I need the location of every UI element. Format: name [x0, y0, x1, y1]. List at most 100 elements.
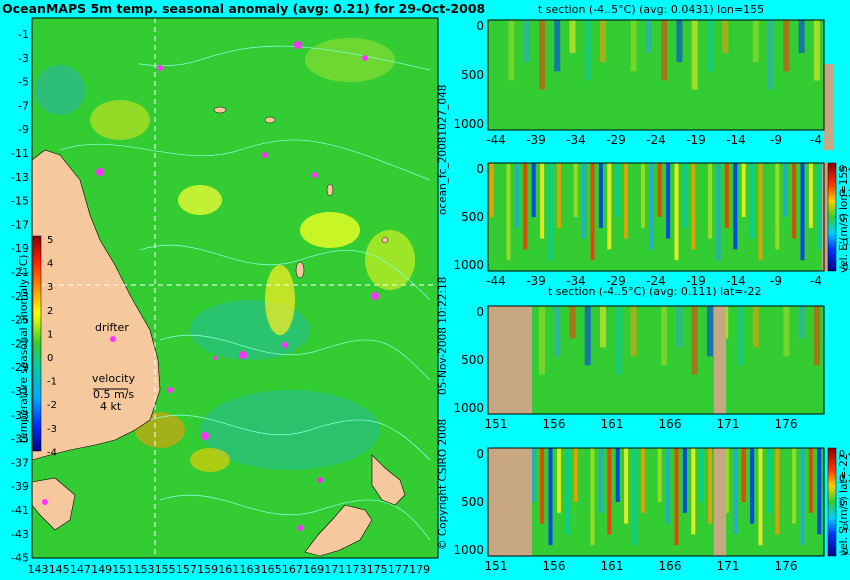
velocity-vectors	[42, 41, 379, 531]
x-tick-label: -9	[770, 133, 782, 147]
x-tick-label: -44	[486, 133, 506, 147]
lat-tick-label: -19	[11, 242, 29, 255]
land-mask	[488, 306, 532, 414]
x-tick-label: 151	[485, 417, 508, 431]
x-tick-label: 176	[775, 559, 798, 573]
x-tick-label: -24	[646, 133, 666, 147]
velocity-colorbar-tick: 0	[839, 498, 845, 509]
lat-tick-label: -11	[11, 147, 29, 160]
y-tick-label: 0	[476, 19, 484, 33]
lat-tick-labels: -1 -3 -5 -7 -9 -11 -13 -15 -17 -19 -21 -23 -25 -27 -29…	[11, 28, 29, 565]
lat-tick-label: -9	[18, 123, 29, 136]
lon-tick-label: 169	[303, 563, 324, 576]
x-tick-label: -29	[606, 274, 626, 288]
x-tick-label: 166	[659, 417, 682, 431]
velocity-ref-ms: 0.5 m/s	[93, 388, 134, 401]
velocity-label: velocity	[92, 372, 135, 385]
lat-tick-label: -43	[11, 528, 29, 541]
x-tick-label: -14	[726, 274, 746, 288]
lon-tick-labels: 143 145 147 149 151 153 155 157 159 161 163 165 167 1…	[28, 563, 431, 576]
land-mask	[714, 306, 726, 414]
colorbar-tick-label: 2	[47, 306, 53, 317]
y-tick-label: 500	[461, 68, 484, 82]
x-tick-label: -34	[566, 133, 586, 147]
section-2-side-label: vel. E (m/s) lon=155	[838, 165, 850, 273]
lon-tick-label: 163	[240, 563, 261, 576]
x-tick-label: -39	[526, 133, 546, 147]
y-tick-label: 1000	[453, 543, 484, 557]
section-4-side-label: vel. S (m/s) lat=-22	[838, 453, 850, 556]
lon-tick-label: 143	[28, 563, 49, 576]
section-1-title: t section (-4..5°C) (avg: 0.0431) lon=15…	[538, 3, 765, 16]
x-tick-label: 156	[543, 417, 566, 431]
x-tick-label: -19	[686, 274, 706, 288]
colorbar-tick-label: -4	[47, 447, 57, 458]
y-tick-label: 500	[461, 353, 484, 367]
velocity-colorbar-tick: -0.2	[839, 523, 850, 534]
lon-tick-label: 165	[261, 563, 282, 576]
lon-tick-label: 175	[367, 563, 388, 576]
velocity-colorbar-tick: 0.2	[839, 189, 850, 200]
lat-tick-label: -27	[11, 337, 29, 350]
new-zealand-south-island	[304, 504, 373, 557]
tasmania-land	[31, 477, 76, 531]
lon-tick-label: 155	[155, 563, 176, 576]
x-tick-label: 171	[717, 417, 740, 431]
y-tick-label: 500	[461, 210, 484, 224]
y-tick-label: 0	[476, 447, 484, 461]
lon-tick-label: 177	[388, 563, 409, 576]
land-mask	[488, 448, 532, 556]
lat-tick-label: -21	[11, 266, 29, 279]
map-colorbar	[32, 235, 42, 452]
lon-tick-label: 173	[346, 563, 367, 576]
lon-tick-label: 171	[324, 563, 345, 576]
drifter-label: drifter	[95, 321, 129, 334]
velocity-colorbar-tick: -0.4	[839, 547, 850, 558]
colorbar-tick-label: -1	[47, 377, 57, 388]
lat-tick-label: -13	[11, 171, 29, 184]
colorbar-tick-label: 0	[47, 353, 53, 364]
y-tick-label: 1000	[453, 258, 484, 272]
x-tick-label: -9	[770, 274, 782, 288]
colorbar-tick-label: 3	[47, 282, 53, 293]
colorbar-tick-labels: 5 4 3 2 1 0 -1 -2 -3 -4	[47, 235, 57, 458]
colorbar-tick-label: 5	[47, 235, 53, 246]
section-panel-1: -44 -39 -34 -29 -24 -19 -14 -9 -4 0 500 1000	[453, 19, 834, 150]
lat-tick-label: -1	[18, 28, 29, 41]
anomaly-patches	[35, 38, 415, 472]
colorbar-label: temperature seasonal anomaly (°C)	[18, 254, 30, 443]
lon-tick-label: 149	[91, 563, 112, 576]
lat-tick-label: -37	[11, 456, 29, 469]
x-tick-label: -4	[810, 133, 822, 147]
lat-tick-label: -45	[11, 552, 29, 565]
map-chart: -1-3-5-7-9-11-13-15-17-19-21-23-25-27-29…	[11, 17, 439, 576]
lon-tick-label: 151	[112, 563, 133, 576]
x-tick-label: 176	[775, 417, 798, 431]
y-tick-label: 0	[476, 305, 484, 319]
lat-tick-label: -31	[11, 385, 29, 398]
colorbar-tick-label: -3	[47, 424, 57, 435]
x-tick-label: 156	[543, 559, 566, 573]
x-tick-label: 151	[485, 559, 508, 573]
colorbar-tick-label: 4	[47, 259, 53, 270]
lat-tick-label: -25	[11, 314, 29, 327]
lon-tick-label: 159	[197, 563, 218, 576]
lon-tick-label: 167	[282, 563, 303, 576]
section-panel-3: 151 156 161 166 171 176 0 500 1000	[453, 305, 825, 431]
drifter-icon	[110, 336, 116, 342]
x-tick-label: -39	[526, 274, 546, 288]
section-3-title: t section (-4..5°C) (avg: 0.111) lat=-22	[548, 285, 762, 298]
x-tick-label: -4	[810, 274, 822, 288]
lat-tick-label: -39	[11, 480, 29, 493]
lat-tick-label: -7	[18, 99, 29, 112]
y-tick-label: 1000	[453, 401, 484, 415]
section-panel-4: 151 156 161 166 171 176 0 500 1000 0.4 0.2 0 -0.2 -0.…	[453, 447, 850, 573]
velocity-colorbar-tick: 0.4	[839, 449, 850, 460]
lon-tick-label: 161	[218, 563, 239, 576]
x-tick-label: -14	[726, 133, 746, 147]
map-title: OceanMAPS 5m temp. seasonal anomaly (avg…	[2, 1, 486, 16]
lat-tick-label: -33	[11, 409, 29, 422]
x-tick-label: -44	[486, 274, 506, 288]
colorbar-tick-label: 1	[47, 329, 53, 340]
